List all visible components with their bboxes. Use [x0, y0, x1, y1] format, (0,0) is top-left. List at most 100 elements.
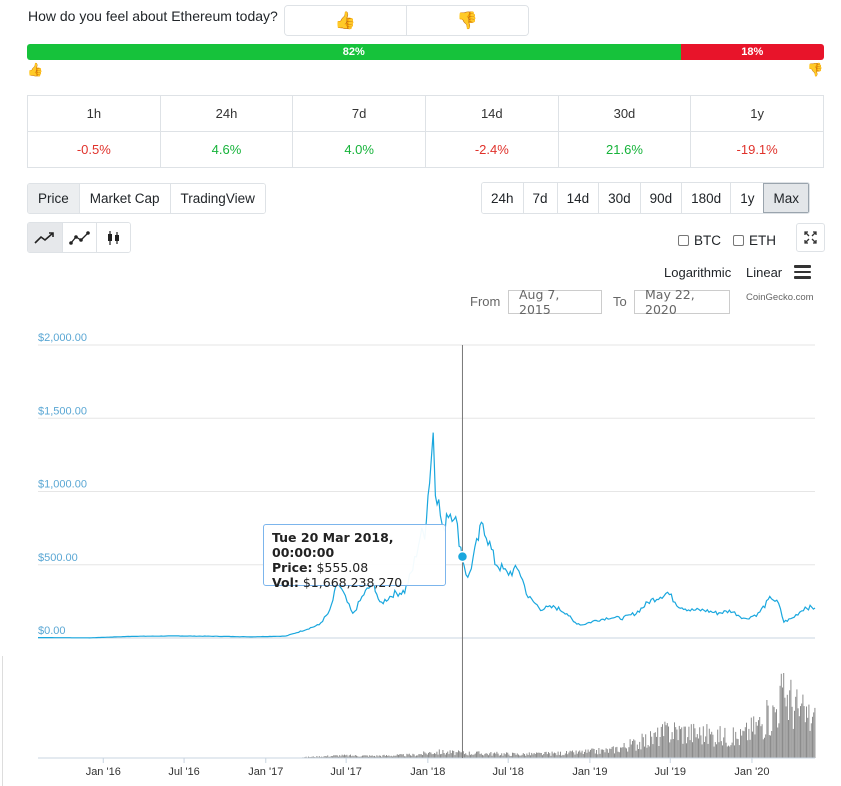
- volume-bar: [554, 752, 555, 758]
- fullscreen-button[interactable]: [796, 223, 825, 252]
- volume-bar: [730, 745, 732, 758]
- volume-bar: [524, 754, 525, 758]
- compare-eth-label: ETH: [749, 233, 776, 248]
- volume-bar: [608, 752, 609, 758]
- volume-bar: [591, 748, 593, 758]
- volume-bar: [725, 742, 727, 758]
- volume-bar: [776, 709, 777, 758]
- volume-bar: [483, 755, 485, 758]
- range-max[interactable]: Max: [763, 183, 809, 213]
- volume-bar: [382, 755, 384, 758]
- volume-bar: [512, 752, 513, 758]
- volume-bar: [384, 756, 386, 758]
- range-180d[interactable]: 180d: [681, 183, 731, 213]
- range-30d[interactable]: 30d: [598, 183, 640, 213]
- volume-bar: [460, 752, 462, 758]
- volume-bar: [527, 755, 529, 758]
- volume-bar: [395, 755, 397, 758]
- compare-eth-checkbox[interactable]: ETH: [733, 233, 776, 248]
- range-90d[interactable]: 90d: [639, 183, 682, 213]
- volume-bar: [681, 727, 683, 758]
- range-24h[interactable]: 24h: [482, 183, 523, 213]
- log-scale-button[interactable]: Logarithmic: [664, 265, 732, 280]
- from-date-input[interactable]: Aug 7, 2015: [508, 287, 602, 317]
- tooltip-price-label: Price:: [272, 560, 313, 575]
- volume-bar: [305, 756, 307, 758]
- volume-bar: [615, 747, 617, 758]
- volume-bar: [410, 755, 411, 758]
- x-tick-label: Jul '16: [168, 766, 199, 778]
- volume-bar: [344, 754, 345, 758]
- volume-bar: [530, 755, 531, 758]
- change-value: 4.6%: [159, 131, 294, 168]
- volume-bar: [666, 723, 668, 758]
- volume-bar: [584, 751, 585, 758]
- volume-bar: [586, 752, 588, 758]
- vote-down-button[interactable]: 👎: [406, 6, 528, 35]
- x-tick-label: Jul '19: [655, 766, 686, 778]
- x-tick-label: Jan '20: [734, 766, 769, 778]
- volume-bar: [752, 731, 753, 758]
- volume-bar: [806, 706, 807, 758]
- line-chart-icon: [34, 231, 54, 244]
- volume-bar: [652, 744, 654, 758]
- compare-btc-checkbox[interactable]: BTC: [678, 233, 721, 248]
- price-chart[interactable]: $0.00$500.00$1,000.00$1,500.00$2,000.00 …: [0, 320, 841, 786]
- volume-bar: [394, 755, 396, 758]
- range-14d[interactable]: 14d: [556, 183, 599, 213]
- volume-bar: [471, 754, 473, 758]
- y-tick-label: $2,000.00: [38, 332, 87, 344]
- volume-bar: [456, 752, 458, 758]
- volume-bar: [692, 742, 693, 758]
- volume-bar: [482, 754, 483, 758]
- volume-bar: [431, 754, 433, 758]
- volume-bar: [418, 754, 420, 758]
- volume-bar: [713, 746, 715, 758]
- volume-bar: [518, 754, 519, 758]
- volume-bar: [346, 754, 348, 758]
- volume-bar: [323, 756, 325, 758]
- volume-bar: [477, 751, 479, 758]
- tab-price[interactable]: Price: [28, 184, 79, 213]
- volume-bar: [350, 754, 351, 758]
- volume-bar: [729, 746, 731, 758]
- volume-bar: [800, 706, 801, 758]
- volume-bar: [743, 731, 745, 758]
- range-1y[interactable]: 1y: [730, 183, 764, 213]
- volume-bar: [710, 734, 711, 758]
- volume-bar: [533, 753, 535, 758]
- volume-bar: [786, 694, 788, 758]
- volume-bar: [383, 754, 385, 758]
- hamburger-menu-icon[interactable]: [794, 265, 811, 279]
- volume-bar: [700, 735, 702, 758]
- volume-bar: [396, 754, 398, 758]
- volume-bar: [479, 754, 481, 758]
- volume-bar: [513, 752, 515, 758]
- volume-bar: [756, 725, 758, 758]
- volume-bar: [488, 755, 489, 758]
- volume-bar: [392, 756, 393, 758]
- y-tick-label: $0.00: [38, 625, 66, 637]
- volume-bar: [422, 755, 423, 758]
- volume-bar: [581, 750, 583, 758]
- vote-up-button[interactable]: 👍: [285, 6, 406, 35]
- volume-bar: [468, 751, 470, 758]
- tab-market-cap[interactable]: Market Cap: [78, 184, 170, 213]
- volume-bar: [740, 729, 741, 758]
- volume-bar: [478, 751, 480, 758]
- tab-tradingview[interactable]: TradingView: [169, 184, 265, 213]
- volume-bar: [539, 752, 541, 758]
- volume-bar: [605, 748, 607, 758]
- volume-bar: [639, 741, 641, 758]
- volume-bar: [498, 755, 500, 758]
- line-chart-button[interactable]: [28, 223, 62, 252]
- range-7d[interactable]: 7d: [522, 183, 557, 213]
- to-date-input[interactable]: May 22, 2020: [634, 287, 730, 317]
- volume-bar: [738, 745, 740, 758]
- point-line-chart-button[interactable]: [62, 223, 96, 252]
- volume-bar: [594, 753, 596, 758]
- linear-scale-button[interactable]: Linear: [746, 265, 783, 280]
- volume-bar: [642, 737, 644, 758]
- volume-bar: [532, 754, 534, 758]
- candlestick-chart-button[interactable]: [96, 223, 130, 252]
